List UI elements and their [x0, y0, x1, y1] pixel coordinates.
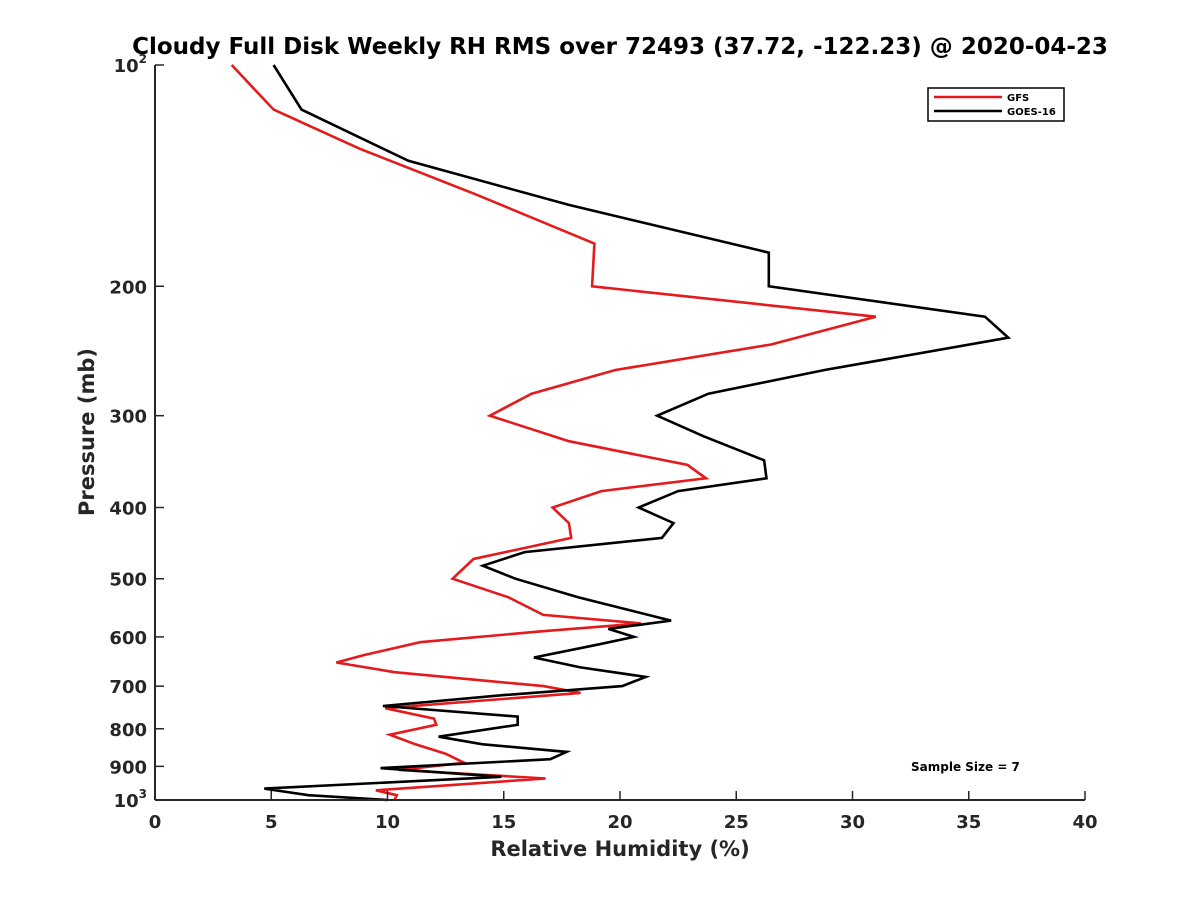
sample-size-annotation: Sample Size = 7 — [911, 760, 1020, 774]
y-tick-exponent: 2 — [139, 52, 147, 66]
x-tick-label: 20 — [607, 812, 632, 833]
chart-title: Cloudy Full Disk Weekly RH RMS over 7249… — [132, 34, 1108, 60]
y-tick-base: 700 — [109, 677, 147, 698]
legend-box — [927, 87, 1065, 122]
x-tick-label: 35 — [956, 812, 981, 833]
series-line-goes16 — [264, 64, 1012, 802]
y-tick-label: 600 — [109, 628, 147, 649]
x-tick-label: 10 — [375, 812, 400, 833]
x-tick-label: 40 — [1072, 812, 1097, 833]
y-tick-label: 200 — [109, 277, 147, 298]
x-tick-label: 5 — [265, 812, 278, 833]
x-ticks: 0 5 10 15 20 25 30 35 40 — [149, 791, 1098, 833]
series-line-gfs — [230, 64, 877, 801]
y-tick-base: 900 — [109, 757, 147, 778]
x-tick-label: 15 — [491, 812, 516, 833]
y-tick-label: 102 — [114, 52, 147, 77]
legend-label-goes16: GOES-16 — [1007, 107, 1056, 118]
y-axis-label: Pressure (mb) — [75, 348, 99, 516]
y-tick-base: 600 — [109, 628, 147, 649]
y-tick-base: 10 — [114, 791, 139, 812]
y-tick-base: 500 — [109, 570, 147, 591]
y-tick-label: 800 — [109, 720, 147, 741]
y-tick-label: 500 — [109, 570, 147, 591]
legend: GFS GOES-16 — [927, 87, 1065, 122]
legend-label-gfs: GFS — [1007, 93, 1029, 104]
y-tick-base: 800 — [109, 720, 147, 741]
x-tick-label: 0 — [149, 812, 162, 833]
y-tick-base: 400 — [109, 499, 147, 520]
y-tick-label: 103 — [114, 787, 147, 812]
y-tick-label: 300 — [109, 407, 147, 428]
y-tick-label: 900 — [109, 757, 147, 778]
axes-layer — [154, 65, 1085, 801]
x-tick-label: 30 — [840, 812, 865, 833]
x-tick-label: 25 — [724, 812, 749, 833]
y-tick-base: 200 — [109, 277, 147, 298]
series-layer — [230, 64, 1012, 802]
y-tick-base: 300 — [109, 407, 147, 428]
y-tick-exponent: 3 — [139, 787, 147, 801]
y-tick-label: 700 — [109, 677, 147, 698]
x-axis-label: Relative Humidity (%) — [490, 837, 749, 861]
y-tick-label: 400 — [109, 499, 147, 520]
y-tick-base: 10 — [114, 56, 139, 77]
